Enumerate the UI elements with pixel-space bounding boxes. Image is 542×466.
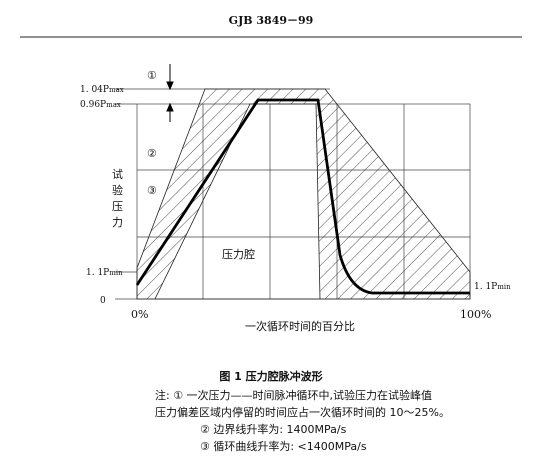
- y-title: 试 验 压 力: [112, 168, 123, 229]
- svg-text:力: 力: [112, 216, 123, 229]
- note: ③ 循环曲线升率为: <1400MPa/s: [200, 439, 367, 453]
- x-title: 一次循环时间的百分比: [245, 319, 355, 333]
- region-label: 压力腔: [222, 247, 255, 261]
- svg-text:试: 试: [112, 168, 123, 181]
- y-label: 0: [100, 296, 106, 306]
- right-label: 1. 1Pmin: [474, 282, 511, 292]
- x-tick: 0%: [131, 308, 148, 321]
- y-label: 1. 1Pmin: [86, 268, 123, 278]
- tolerance-band: [136, 88, 471, 300]
- pulse-curve: [135, 98, 470, 295]
- note: 压力偏差区域内停留的时间应占一次循环时间的 10～25%。: [155, 405, 450, 419]
- marker: ②: [147, 147, 157, 160]
- svg-text:验: 验: [112, 183, 123, 197]
- marker: ③: [147, 184, 157, 197]
- caption: 图 1 压力腔脉冲波形: [219, 369, 322, 383]
- svg-text:压: 压: [112, 200, 123, 213]
- y-label: 0.96Pmax: [80, 100, 121, 110]
- header: GJB 3849－99: [229, 14, 314, 27]
- note: 注: ① 一次压力——时间脉冲循环中,试验压力在试验峰值: [155, 388, 432, 402]
- x-tick: 100%: [460, 308, 491, 321]
- note: ② 边界线升率为: 1400MPa/s: [200, 422, 347, 436]
- y-label: 1. 04Pmax: [80, 85, 124, 95]
- arrows: [166, 64, 174, 122]
- marker: ①: [147, 69, 157, 82]
